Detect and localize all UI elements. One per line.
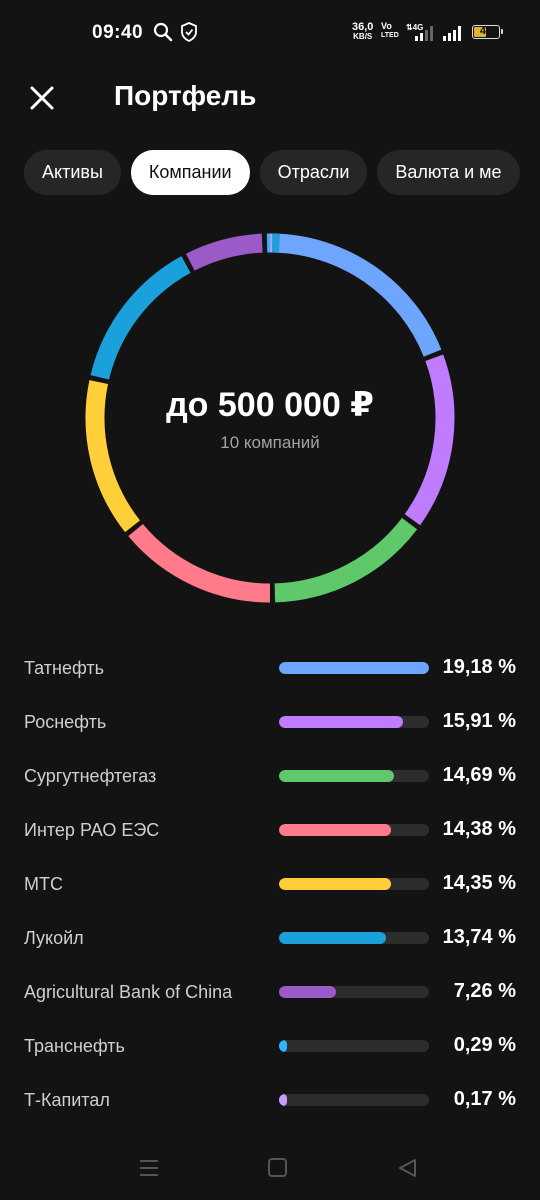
list-item[interactable]: Татнефть 19,18 % (0, 642, 540, 696)
company-name: Татнефть (24, 658, 105, 678)
donut-segment (90, 256, 191, 380)
share-bar-track (279, 824, 429, 836)
company-percent: 13,74 % (442, 926, 516, 948)
battery-icon: 45 (472, 25, 503, 39)
share-bar (279, 986, 336, 998)
list-item[interactable]: Лукойл 13,74 % (0, 912, 540, 966)
donut-segment (272, 233, 442, 357)
company-percent: 14,35 % (442, 872, 516, 894)
system-nav-bar (0, 1140, 540, 1200)
share-bar (279, 1094, 287, 1106)
share-bar (279, 878, 392, 890)
volte-indicator: Vo LTED (381, 22, 399, 40)
company-percent: 0,29 % (453, 1034, 516, 1056)
signal-icon: ⇅4G (405, 22, 469, 47)
companies-count: 10 компаний (220, 433, 320, 452)
list-item[interactable]: Т-Капитал 0,17 % (0, 1074, 540, 1128)
menu-icon[interactable] (135, 1154, 165, 1182)
company-percent: 15,91 % (442, 710, 516, 732)
tab-industries[interactable]: Отрасли (259, 150, 368, 195)
share-bar-track (279, 932, 429, 944)
company-name: Роснефть (24, 712, 107, 732)
share-bar-track (279, 716, 429, 728)
list-item[interactable]: Сургутнефтегаз 14,69 % (0, 750, 540, 804)
battery-level: 45 (479, 25, 493, 37)
network-speed-value: 36,0 (352, 21, 374, 33)
company-percent: 14,69 % (442, 764, 516, 786)
share-bar (279, 662, 429, 674)
company-name: Транснефть (24, 1036, 125, 1056)
share-bar (279, 824, 392, 836)
company-percent: 19,18 % (442, 656, 516, 678)
share-bar-track (279, 878, 429, 890)
list-item[interactable]: Интер РАО ЕЭС 14,38 % (0, 804, 540, 858)
list-item[interactable]: МТС 14,35 % (0, 858, 540, 912)
network-speed-unit: KB/S (353, 32, 373, 41)
company-percent: 0,17 % (453, 1088, 516, 1110)
share-bar-track (279, 986, 429, 998)
company-percent: 14,38 % (442, 818, 516, 840)
volte-bottom: LTED (381, 32, 399, 39)
donut-segment (185, 233, 263, 271)
share-bar (279, 716, 404, 728)
back-icon[interactable] (393, 1154, 423, 1182)
company-name: Интер РАО ЕЭС (24, 820, 160, 840)
portfolio-amount: до 500 000 ₽ (166, 386, 374, 424)
network-speed: 36,0 KB/S (352, 22, 373, 42)
list-item[interactable]: Роснефть 15,91 % (0, 696, 540, 750)
donut-segment (274, 517, 418, 603)
tab-currency[interactable]: Валюта и ме (377, 150, 520, 195)
tab-bar: Активы Компании Отрасли Валюта и ме (24, 150, 540, 196)
company-name: Agricultural Bank of China (24, 982, 233, 1002)
donut-segment (404, 354, 455, 526)
shield-icon (180, 22, 198, 47)
company-percent: 7,26 % (453, 980, 516, 1002)
svg-text:⇅4G: ⇅4G (406, 23, 423, 32)
tab-companies[interactable]: Компании (130, 150, 250, 195)
status-bar: 09:40 36,0 KB/S Vo LTED ⇅4G 45 (0, 0, 540, 66)
share-bar-track (279, 1040, 429, 1052)
company-name: Лукойл (24, 928, 84, 948)
donut-segment (85, 380, 141, 533)
search-icon (153, 22, 173, 47)
portfolio-donut-chart (85, 233, 455, 603)
close-icon[interactable] (24, 80, 60, 116)
page-title: Портфель (114, 80, 257, 111)
status-time: 09:40 (92, 22, 144, 43)
share-bar (279, 1040, 287, 1052)
list-item[interactable]: Транснефть 0,29 % (0, 1020, 540, 1074)
company-name: Сургутнефтегаз (24, 766, 157, 786)
company-name: Т-Капитал (24, 1090, 110, 1110)
share-bar-track (279, 770, 429, 782)
header: Портфель (0, 70, 540, 126)
share-bar-track (279, 1094, 429, 1106)
company-name: МТС (24, 874, 63, 894)
share-bar-track (279, 662, 429, 674)
tab-assets[interactable]: Активы (24, 150, 121, 195)
volte-top: Vo (381, 21, 392, 31)
list-item[interactable]: Agricultural Bank of China 7,26 % (0, 966, 540, 1020)
home-icon[interactable] (264, 1154, 294, 1182)
share-bar (279, 770, 394, 782)
donut-segment (128, 523, 271, 603)
share-bar (279, 932, 387, 944)
